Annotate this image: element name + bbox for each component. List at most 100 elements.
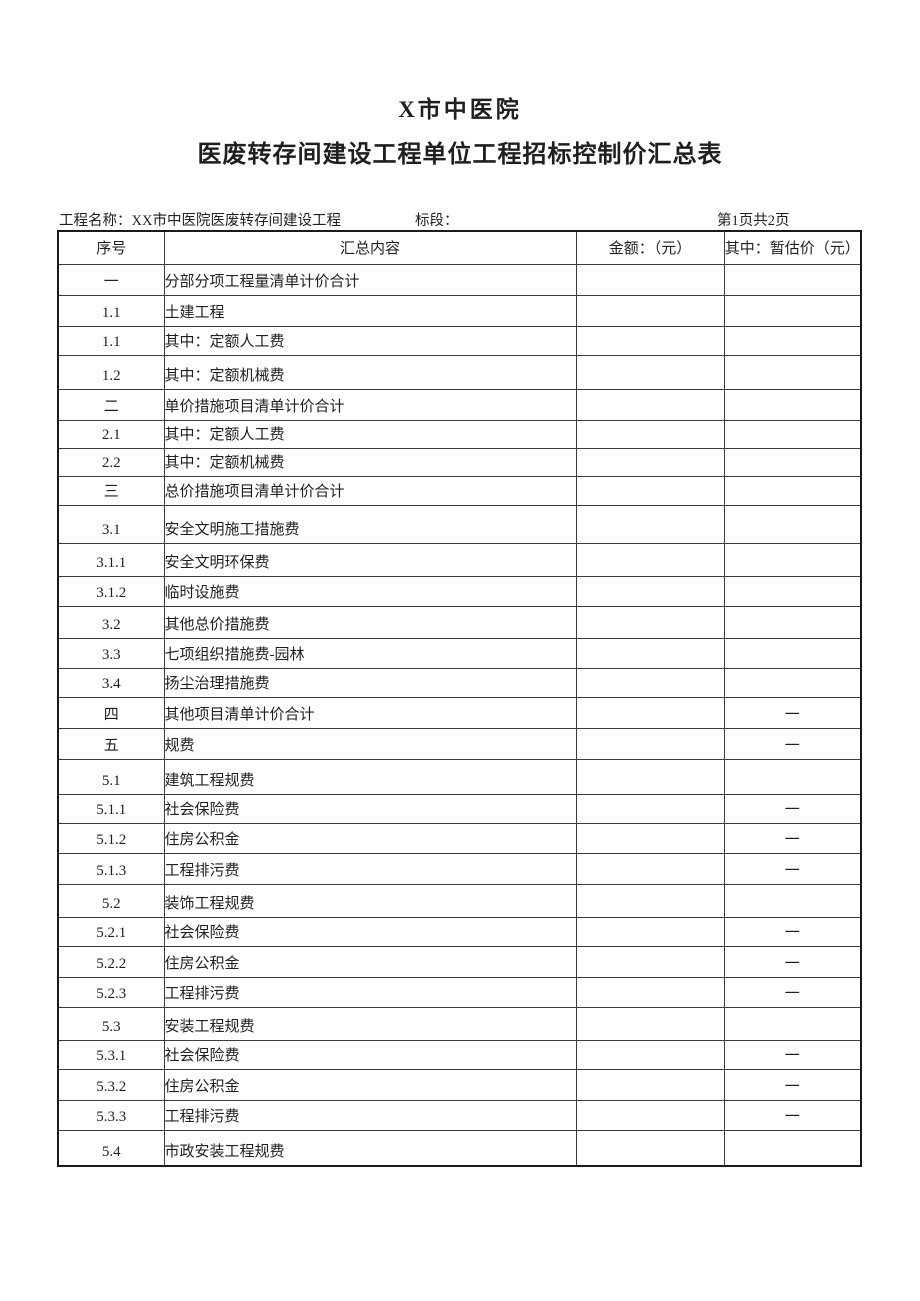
row-number-cell: 5.1 [57, 758, 165, 795]
row-amount-cell [575, 1039, 725, 1070]
row-provisional-cell [723, 605, 862, 639]
row-content-cell: 总价措施项目清单计价合计 [163, 475, 577, 506]
row-content-cell: 社会保险费 [163, 916, 577, 947]
table-row: 5.1 建筑工程规费 [57, 758, 862, 795]
row-provisional-cell: 一 [723, 945, 862, 978]
row-amount-cell [575, 1068, 725, 1101]
row-amount-cell [575, 354, 725, 390]
row-provisional-cell [723, 1006, 862, 1041]
row-number-cell: 3.1 [57, 504, 165, 544]
row-provisional-cell: 一 [723, 1039, 862, 1070]
row-amount-cell [575, 727, 725, 760]
row-number-cell: 三 [57, 475, 165, 506]
row-content-cell: 工程排污费 [163, 852, 577, 885]
row-amount-cell [575, 976, 725, 1008]
column-header-provisional: 其中：暂估价（元） [723, 230, 862, 265]
table-body: 一 分部分项工程量清单计价合计 1.1 土建工程 1.1 其中：定额人工费 1.… [57, 263, 862, 1167]
row-amount-cell [575, 419, 725, 449]
row-content-cell: 其中：定额人工费 [163, 419, 577, 449]
row-content-cell: 装饰工程规费 [163, 883, 577, 918]
row-provisional-cell [723, 883, 862, 918]
row-number-cell: 5.1.2 [57, 822, 165, 854]
row-provisional-cell: 一 [723, 727, 862, 760]
table-row: 3.1.1 安全文明环保费 [57, 542, 862, 577]
page-title: X市中医院 [398, 97, 522, 122]
table-row: 3.3 七项组织措施费-园林 [57, 637, 862, 669]
row-number-cell: 四 [57, 696, 165, 729]
row-provisional-cell: 一 [723, 976, 862, 1008]
row-number-cell: 1.1 [57, 325, 165, 356]
row-content-cell: 市政安装工程规费 [163, 1129, 577, 1167]
row-content-cell: 安全文明环保费 [163, 542, 577, 577]
table-row: 1.1 土建工程 [57, 294, 862, 327]
table-row: 5.3.1 社会保险费 一 [57, 1039, 862, 1070]
row-number-cell: 1.2 [57, 354, 165, 390]
row-amount-cell [575, 822, 725, 854]
row-amount-cell [575, 758, 725, 795]
row-content-cell: 其他总价措施费 [163, 605, 577, 639]
row-provisional-cell [723, 354, 862, 390]
row-amount-cell [575, 605, 725, 639]
summary-table: 序号 汇总内容 金额：（元） 其中：暂估价（元） 一 分部分项工程量清单计价合计… [57, 230, 862, 1167]
row-number-cell: 5.2.3 [57, 976, 165, 1008]
page-indicator: 第1页共2页 [717, 213, 790, 229]
row-number-cell: 3.1.2 [57, 575, 165, 607]
table-header: 序号 汇总内容 金额：（元） 其中：暂估价（元） [57, 230, 862, 265]
row-number-cell: 5.1.3 [57, 852, 165, 885]
row-content-cell: 临时设施费 [163, 575, 577, 607]
table-row: 五 规费 一 [57, 727, 862, 760]
row-content-cell: 社会保险费 [163, 1039, 577, 1070]
row-amount-cell [575, 852, 725, 885]
table-row: 5.1.3 工程排污费 一 [57, 852, 862, 885]
table-row: 5.2 装饰工程规费 [57, 883, 862, 918]
row-number-cell: 5.3.1 [57, 1039, 165, 1070]
table-row: 5.1.2 住房公积金 一 [57, 822, 862, 854]
row-content-cell: 建筑工程规费 [163, 758, 577, 795]
row-number-cell: 5.2.1 [57, 916, 165, 947]
row-provisional-cell [723, 637, 862, 669]
row-amount-cell [575, 916, 725, 947]
table-row: 二 单价措施项目清单计价合计 [57, 388, 862, 421]
table-row: 1.1 其中：定额人工费 [57, 325, 862, 356]
table-row: 3.1 安全文明施工措施费 [57, 504, 862, 544]
row-number-cell: 一 [57, 263, 165, 296]
row-provisional-cell: 一 [723, 852, 862, 885]
row-content-cell: 其他项目清单计价合计 [163, 696, 577, 729]
row-provisional-cell [723, 575, 862, 607]
row-content-cell: 住房公积金 [163, 945, 577, 978]
row-number-cell: 五 [57, 727, 165, 760]
row-number-cell: 5.2 [57, 883, 165, 918]
row-content-cell: 工程排污费 [163, 1099, 577, 1131]
column-header-content: 汇总内容 [163, 230, 577, 265]
row-number-cell: 5.3.2 [57, 1068, 165, 1101]
row-amount-cell [575, 883, 725, 918]
table-row: 3.1.2 临时设施费 [57, 575, 862, 607]
row-provisional-cell [723, 294, 862, 327]
row-amount-cell [575, 1099, 725, 1131]
meta-line: 工程名称：XX市中医院医废转存间建设工程 标段： 第1页共2页 [57, 209, 860, 229]
row-content-cell: 分部分项工程量清单计价合计 [163, 263, 577, 296]
row-amount-cell [575, 447, 725, 477]
row-content-cell: 住房公积金 [163, 1068, 577, 1101]
row-amount-cell [575, 575, 725, 607]
row-content-cell: 工程排污费 [163, 976, 577, 1008]
row-provisional-cell [723, 758, 862, 795]
row-content-cell: 扬尘治理措施费 [163, 667, 577, 698]
row-amount-cell [575, 294, 725, 327]
row-provisional-cell: 一 [723, 916, 862, 947]
page-subtitle: 医废转存间建设工程单位工程招标控制价汇总表 [197, 142, 723, 168]
table-row: 2.2 其中：定额机械费 [57, 447, 862, 477]
row-content-cell: 安全文明施工措施费 [163, 504, 577, 544]
row-content-cell: 社会保险费 [163, 793, 577, 824]
row-provisional-cell [723, 475, 862, 506]
project-name-label: 工程名称：XX市中医院医废转存间建设工程 [59, 213, 341, 229]
table-row: 四 其他项目清单计价合计 一 [57, 696, 862, 729]
table-row: 2.1 其中：定额人工费 [57, 419, 862, 449]
row-amount-cell [575, 475, 725, 506]
row-provisional-cell [723, 447, 862, 477]
row-number-cell: 5.3.3 [57, 1099, 165, 1131]
table-header-row: 序号 汇总内容 金额：（元） 其中：暂估价（元） [57, 230, 862, 265]
table-row: 5.2.2 住房公积金 一 [57, 945, 862, 978]
table-row: 5.2.1 社会保险费 一 [57, 916, 862, 947]
